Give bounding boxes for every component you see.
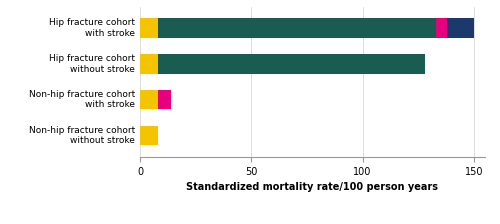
Bar	[158, 54, 425, 74]
Bar	[436, 18, 447, 38]
Bar	[158, 18, 436, 38]
Bar	[158, 90, 171, 110]
Bar	[140, 18, 158, 38]
Bar	[447, 18, 474, 38]
X-axis label: Standardized mortality rate/100 person years: Standardized mortality rate/100 person y…	[186, 182, 438, 192]
Bar	[140, 54, 158, 74]
Bar	[140, 90, 158, 110]
Bar	[140, 125, 158, 145]
